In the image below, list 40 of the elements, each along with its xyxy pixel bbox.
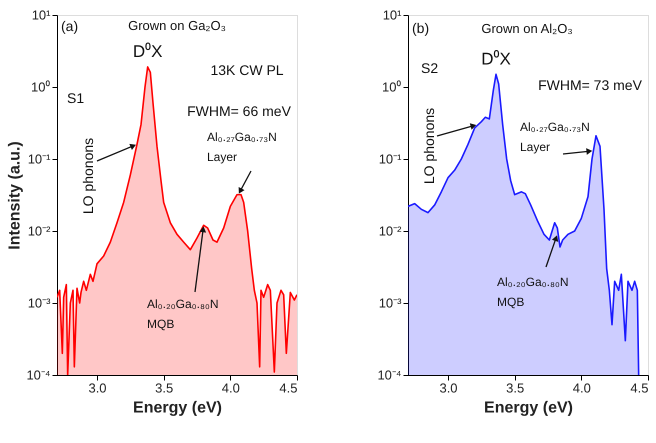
x-tick-label: 3.5: [506, 380, 524, 396]
annotation: Al₀.₂₇Ga₀.₇₃N Layer: [207, 130, 277, 164]
annotation: LO phonons: [421, 108, 437, 184]
y-tick-label: 10¹: [32, 8, 52, 22]
annotation: D⁰X: [132, 42, 162, 61]
y-tick-label: 10⁻¹: [28, 152, 52, 166]
annotation: LO phonons: [80, 138, 96, 214]
y-tick-label: 10⁻²: [28, 224, 52, 238]
annotation: Grown on Al₂O₃: [481, 21, 573, 36]
x-axis-title: Energy (eV): [133, 400, 222, 416]
x-tick-label: 4.5: [630, 380, 648, 396]
x-tick-label: 4.5: [279, 380, 298, 396]
y-axis-title: Intensity (a.u.): [6, 141, 24, 250]
x-tick-label: 3.0: [439, 380, 458, 396]
y-tick-label: 10⁻⁴: [26, 368, 50, 382]
y-tick-label: 10⁻¹: [378, 152, 402, 166]
y-tick-label: 10⁻³: [378, 296, 402, 310]
annotation: 13K CW PL: [210, 62, 284, 78]
annotation: Al₀.₂₇Ga₀.₇₃N Layer: [520, 120, 590, 154]
y-tick-label: 10⁰: [31, 80, 50, 94]
annotation: S1: [67, 90, 84, 106]
annotation: S2: [421, 60, 438, 76]
y-tick-label: 10⁻³: [28, 296, 52, 310]
annotation: Al₀.₂₀Ga₀.₈₀N MQB: [497, 275, 569, 309]
y-tick-label: 10⁰: [382, 80, 402, 94]
annotation: Al₀.₂₀Ga₀.₈₀N MQB: [147, 297, 219, 331]
annotation: (a): [61, 18, 78, 34]
x-tick-label: 4.0: [572, 380, 591, 396]
y-tick-label: 10⁻²: [378, 224, 402, 238]
annotation: D⁰X: [481, 49, 511, 68]
y-tick-label: 10⁻⁴: [377, 368, 402, 382]
x-tick-label: 3.0: [88, 380, 107, 396]
x-axis-title: Energy (eV): [484, 400, 573, 416]
annotation: Grown on Ga₂O₃: [128, 18, 226, 33]
annotation: (b): [412, 20, 430, 36]
y-tick-label: 10¹: [382, 8, 402, 22]
annotation: FWHM= 66 meV: [187, 103, 292, 119]
x-tick-label: 3.5: [155, 380, 174, 396]
x-tick-label: 4.0: [222, 380, 240, 396]
annotation: FWHM= 73 meV: [538, 77, 643, 93]
